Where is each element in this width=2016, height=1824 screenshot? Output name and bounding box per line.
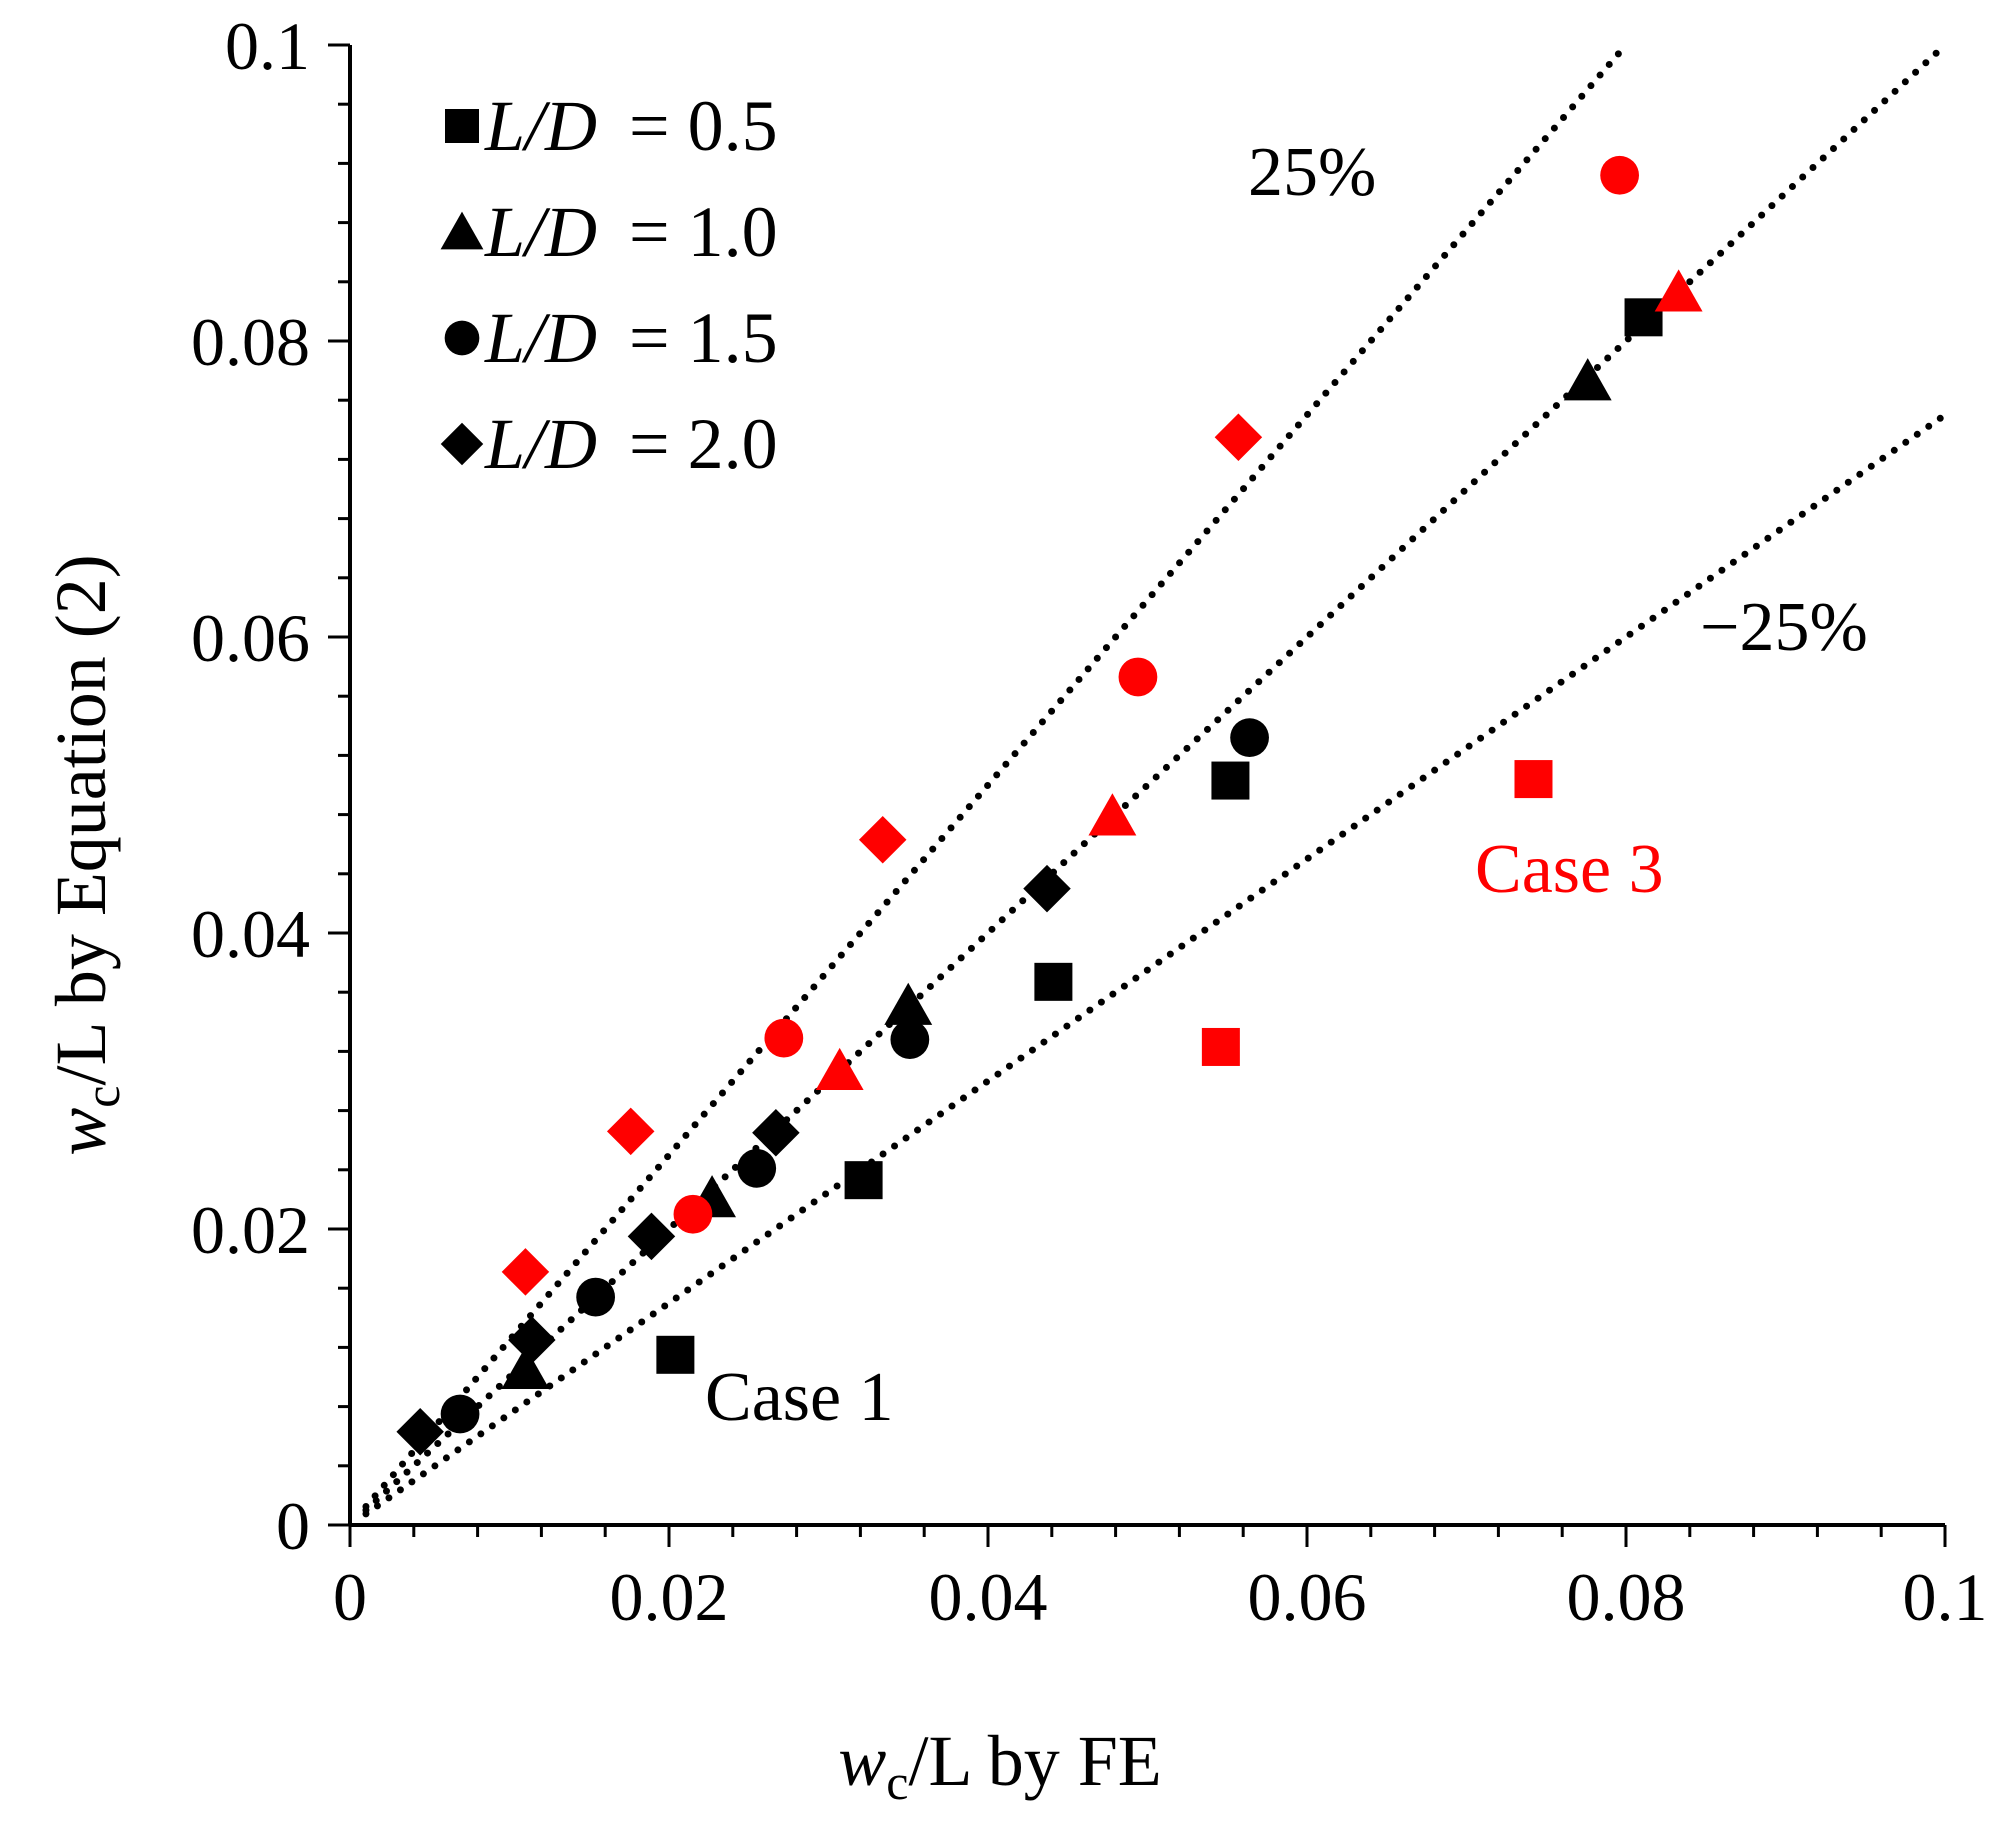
y-axis-title-main: w	[41, 1108, 121, 1156]
legend-marker-diamond	[440, 422, 484, 466]
diamond-point	[627, 1212, 676, 1261]
triangle-point	[1088, 793, 1137, 836]
triangle-point	[1563, 358, 1612, 401]
square-point	[1034, 962, 1073, 1001]
x-axis-title-rest: /L by FE	[908, 1721, 1161, 1801]
legend-value-0: = 0.5	[629, 86, 778, 166]
legend: L/D = 0.5 L/D = 1.0 L/D = 1.5 L/D = 2.0	[440, 86, 778, 484]
legend-var-3: L/D	[484, 404, 597, 484]
diamond-point	[1214, 413, 1263, 461]
triangle-point	[1654, 269, 1703, 312]
circle-point	[890, 1020, 930, 1059]
case-1-label: Case 1	[705, 1359, 894, 1436]
circle-point	[764, 1018, 804, 1058]
x-axis-title: wc/L by FE	[838, 1721, 1162, 1810]
x-tick-label: 0.04	[929, 1559, 1048, 1635]
circle-point	[737, 1148, 777, 1188]
x-axis-title-sub: c	[886, 1754, 908, 1810]
circle-point	[1118, 657, 1158, 697]
lower-25-percent-line	[362, 411, 1949, 1518]
legend-value-1: = 1.0	[629, 192, 778, 272]
svg-text:L/D = 1.0: L/D = 1.0	[484, 192, 778, 272]
y-tick-label: 0.02	[191, 1192, 310, 1268]
diamond-point	[501, 1248, 550, 1296]
upper-25-percent-label: 25%	[1248, 134, 1376, 211]
legend-value-3: = 2.0	[629, 404, 778, 484]
x-tick-label: 0	[333, 1559, 367, 1635]
square-point	[1201, 1027, 1240, 1066]
legend-var-0: L/D	[484, 86, 597, 166]
x-tick-label: 0.06	[1248, 1559, 1367, 1635]
legend-marker-triangle	[440, 211, 484, 250]
legend-marker-circle	[444, 320, 480, 356]
x-tick-label: 0.08	[1567, 1559, 1686, 1635]
legend-triangle-marker	[440, 211, 484, 250]
legend-var-2: L/D	[484, 298, 597, 378]
diamond-point	[752, 1109, 800, 1157]
legend-diamond-marker	[440, 422, 484, 466]
axes: 00 0.02 0.02 0.04 0.04 0.06 0.06 0.08 0.08 0.1 0.1	[191, 8, 1988, 1635]
diamond-point	[858, 816, 907, 864]
triangle-point	[884, 982, 933, 1025]
diamond-point	[1023, 864, 1071, 913]
legend-marker-square	[445, 109, 479, 143]
legend-entry-1: L/D = 1.0	[440, 192, 778, 272]
circle-point	[1230, 718, 1269, 758]
y-axis-title-rest: /L by Equation (2)	[41, 554, 121, 1085]
triangle-point	[815, 1047, 864, 1091]
svg-text:L/D = 2.0: L/D = 2.0	[484, 404, 778, 484]
y-tick-label: 0.04	[191, 896, 310, 972]
diamond-point	[508, 1316, 556, 1364]
triangle-point	[501, 1346, 550, 1389]
square-point	[844, 1161, 883, 1200]
legend-entry-0: L/D = 0.5	[445, 86, 778, 166]
square-point	[1624, 298, 1663, 337]
x-tick-label: 0.02	[610, 1559, 729, 1635]
square-point	[656, 1335, 695, 1374]
y-axis-title: wc/L by Equation (2)	[41, 554, 130, 1155]
legend-value-2: = 1.5	[629, 298, 778, 378]
upper-25-percent-line	[362, 41, 1630, 1510]
y-axis-title-sub: c	[74, 1085, 130, 1107]
case-3-label: Case 3	[1475, 831, 1664, 908]
legend-entry-3: L/D = 2.0	[440, 404, 778, 484]
circle-point	[673, 1194, 713, 1234]
y-tick-label: 0.08	[191, 304, 310, 380]
legend-square-marker	[445, 109, 479, 143]
y-tick-label: 0	[276, 1488, 310, 1564]
diamond-point	[606, 1107, 655, 1156]
y-tick-label: 0.06	[191, 600, 310, 676]
circle-point	[576, 1277, 616, 1317]
legend-entry-2: L/D = 1.5	[444, 298, 778, 378]
lower-25-percent-label: −25%	[1700, 589, 1868, 666]
svg-text:L/D = 1.5: L/D = 1.5	[484, 298, 778, 378]
data-points	[396, 155, 1703, 1456]
circle-point	[1600, 155, 1639, 195]
square-point	[1211, 761, 1250, 800]
legend-var-1: L/D	[484, 192, 597, 272]
legend-circle-marker	[444, 320, 480, 356]
x-tick-label: 0.1	[1903, 1559, 1988, 1635]
svg-text:L/D = 0.5: L/D = 0.5	[484, 86, 778, 166]
square-point	[1514, 760, 1553, 799]
x-axis-title-main: w	[838, 1721, 886, 1801]
y-tick-label: 0.1	[225, 8, 310, 84]
circle-point	[440, 1394, 480, 1434]
diamond-point	[396, 1408, 444, 1456]
